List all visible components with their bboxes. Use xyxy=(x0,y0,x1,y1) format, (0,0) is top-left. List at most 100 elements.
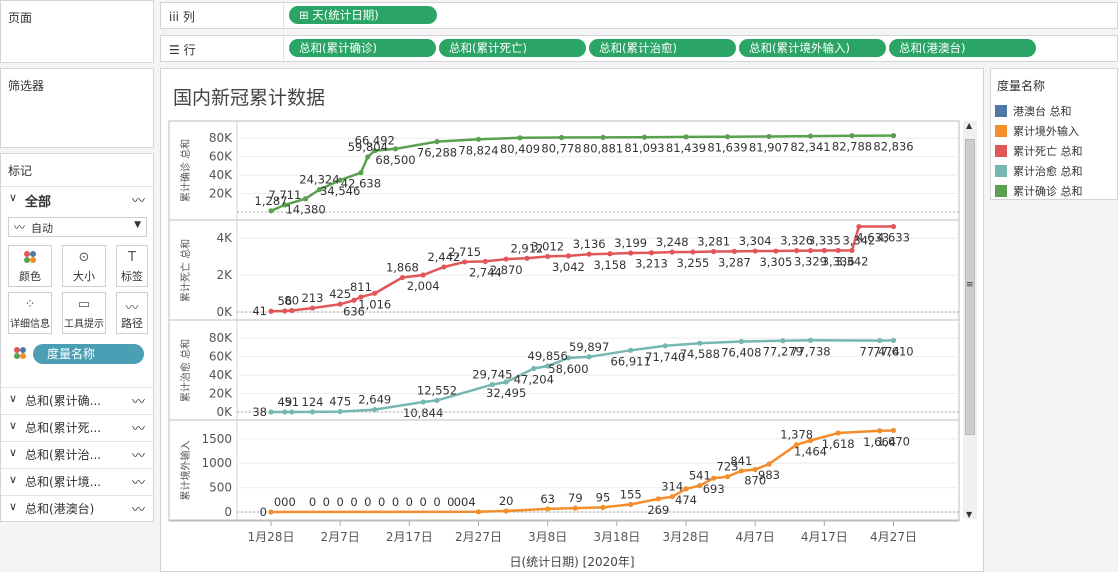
legend-item-hkmacao[interactable]: 港澳台 总和 xyxy=(995,103,1072,121)
marks-field-confirmed[interactable]: ∨ 总和(累计确... 〰 xyxy=(1,387,153,411)
expand-plus-icon: ⊞ xyxy=(299,8,309,22)
legend-swatch xyxy=(995,145,1007,157)
data-point xyxy=(337,301,343,307)
data-point xyxy=(441,264,447,270)
color-button[interactable]: 颜色 xyxy=(8,245,52,287)
rows-pill-imported[interactable]: 总和(累计境外输入) xyxy=(739,39,886,57)
data-label: 76,408 xyxy=(721,346,761,360)
data-label: 2,649 xyxy=(358,393,391,407)
marks-field-deaths[interactable]: ∨ 总和(累计死... 〰 xyxy=(1,414,153,438)
data-point xyxy=(752,466,758,473)
data-point xyxy=(807,437,814,444)
legend-label: 累计死亡 总和 xyxy=(1013,145,1083,158)
data-point xyxy=(489,381,495,388)
data-point xyxy=(856,223,862,230)
mark-type-select[interactable]: 〰 自动 ▼ xyxy=(8,217,147,237)
data-point xyxy=(503,508,509,514)
data-point xyxy=(890,133,897,139)
data-point xyxy=(372,290,378,296)
data-point xyxy=(282,409,288,415)
label-button[interactable]: T 标签 xyxy=(116,245,148,287)
pill-label: 总和(港澳台) xyxy=(899,41,966,55)
scroll-down-icon[interactable]: ▼ xyxy=(966,510,973,519)
tooltip-button[interactable]: ▭ 工具提示 xyxy=(62,292,106,334)
filters-title: 筛选器 xyxy=(8,79,45,93)
data-label: 811 xyxy=(350,280,372,294)
data-point xyxy=(662,343,668,349)
data-label: 3,335 xyxy=(808,233,841,247)
legend-item-imported[interactable]: 累计境外输入 xyxy=(995,123,1079,141)
marks-all-label: 全部 xyxy=(25,195,52,210)
y-axis-title: 累计境外输入 xyxy=(179,441,192,501)
data-label: 0 xyxy=(420,495,427,509)
rows-label-text: 行 xyxy=(183,43,196,57)
marks-field-hkmacao[interactable]: ∨ 总和(港澳台) 〰 xyxy=(1,495,153,519)
vertical-scrollbar[interactable]: ▲ ≡ ▼ xyxy=(963,121,977,519)
expand-icon: ∨ xyxy=(9,500,18,513)
legend-item-confirmed[interactable]: 累计确诊 总和 xyxy=(995,183,1083,201)
rows-shelf[interactable]: ☰ 行 总和(累计确诊) 总和(累计死亡) 总和(累计治愈) 总和(累计境外输入… xyxy=(160,35,1118,62)
columns-pill-date[interactable]: ⊞ 天(统计日期) xyxy=(289,6,437,24)
rows-pill-deaths[interactable]: 总和(累计死亡) xyxy=(439,39,586,57)
scrollbar-thumb[interactable]: ≡ xyxy=(965,139,975,435)
data-label: 1,670 xyxy=(877,434,910,448)
marks-all-row[interactable]: ∨ 全部 〰 xyxy=(1,186,153,211)
rows-pill-recovered[interactable]: 总和(累计治愈) xyxy=(589,39,736,57)
expand-icon: ∨ xyxy=(9,473,18,486)
y-tick-label: 60K xyxy=(209,150,233,164)
rows-pill-confirmed[interactable]: 总和(累计确诊) xyxy=(289,39,436,57)
data-label: 82,788 xyxy=(832,140,872,154)
color-label: 颜色 xyxy=(19,270,41,283)
data-point xyxy=(545,363,551,369)
field-label: 总和(港澳台) xyxy=(25,502,95,516)
data-point xyxy=(545,506,551,512)
filters-panel[interactable]: 筛选器 xyxy=(0,68,154,148)
data-label: 0 xyxy=(364,495,371,509)
data-point xyxy=(565,253,572,259)
data-label: 723 xyxy=(717,460,739,474)
marks-field-imported[interactable]: ∨ 总和(累计境... 〰 xyxy=(1,468,153,492)
rows-pill-hkmacao[interactable]: 总和(港澳台) xyxy=(889,39,1036,57)
measure-names-pill[interactable]: 度量名称 xyxy=(13,344,144,364)
data-point xyxy=(482,258,489,264)
y-tick-label: 1500 xyxy=(201,432,232,446)
data-label: 80,409 xyxy=(500,142,540,156)
data-label: 77,738 xyxy=(790,344,830,358)
data-label: 42,638 xyxy=(341,177,381,191)
legend-label: 累计治愈 总和 xyxy=(1013,165,1083,178)
data-point xyxy=(807,247,814,254)
data-label: 2,870 xyxy=(490,263,523,277)
shelf-divider xyxy=(283,3,284,28)
data-point xyxy=(835,247,841,254)
y-tick-label: 0K xyxy=(216,305,233,319)
path-button[interactable]: 〰 路径 xyxy=(116,292,148,334)
pill-label: 总和(累计治愈) xyxy=(599,41,677,55)
data-label: 1,016 xyxy=(358,297,391,311)
columns-shelf[interactable]: iii 列 ⊞ 天(统计日期) xyxy=(160,2,1118,29)
data-label: 3,248 xyxy=(656,235,689,249)
line-mark-icon: 〰 xyxy=(131,476,145,491)
scroll-up-icon[interactable]: ▲ xyxy=(966,121,973,130)
data-label: 59,897 xyxy=(569,340,609,354)
marks-field-recovered[interactable]: ∨ 总和(累计治... 〰 xyxy=(1,441,153,465)
detail-button[interactable]: ⁘ 详细信息 xyxy=(8,292,52,334)
data-point xyxy=(282,202,288,208)
data-point xyxy=(724,474,731,480)
size-button[interactable]: ⊙ 大小 xyxy=(62,245,106,287)
data-point xyxy=(586,251,592,257)
y-tick-label: 40K xyxy=(209,368,233,382)
data-label: 3,158 xyxy=(593,258,626,272)
data-label: 269 xyxy=(647,503,669,517)
data-label: 80,778 xyxy=(541,142,581,156)
y-tick-label: 80K xyxy=(209,331,233,345)
data-label: 3,342 xyxy=(842,233,875,247)
data-point xyxy=(766,461,772,467)
data-label: 47,204 xyxy=(514,372,554,386)
data-label: 475 xyxy=(329,395,351,409)
tooltip-label: 工具提示 xyxy=(64,319,104,330)
data-label: 95 xyxy=(596,490,611,504)
legend-item-recovered[interactable]: 累计治愈 总和 xyxy=(995,163,1083,181)
data-label: 213 xyxy=(302,291,324,305)
legend-item-deaths[interactable]: 累计死亡 总和 xyxy=(995,143,1083,161)
data-label: 541 xyxy=(689,469,711,483)
